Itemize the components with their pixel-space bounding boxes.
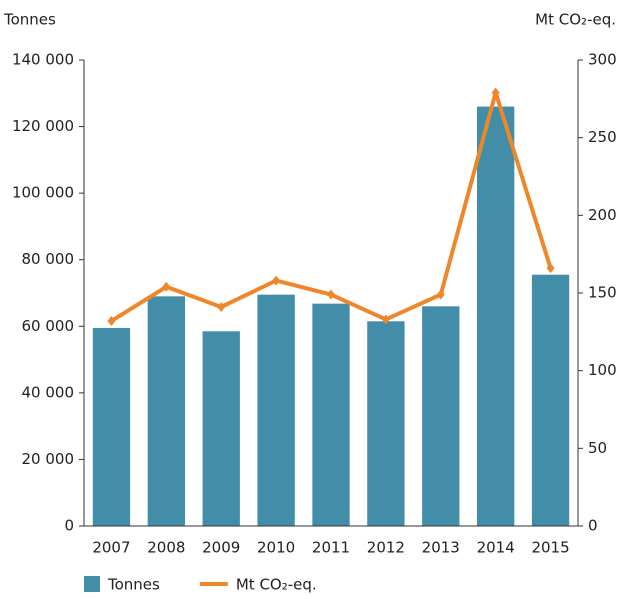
x-tick-label: 2012 (367, 539, 405, 557)
legend-label: Tonnes (107, 576, 160, 594)
line-marker (327, 289, 335, 300)
x-tick-label: 2011 (312, 539, 350, 557)
bar (92, 327, 131, 526)
line-marker (162, 281, 171, 292)
x-tick-label: 2015 (531, 539, 569, 557)
y2-tick-label: 200 (588, 206, 617, 224)
legend-label: Mt CO₂-eq. (236, 576, 317, 594)
y-tick-label: 120 000 (12, 117, 74, 135)
x-tick-label: 2013 (422, 539, 460, 557)
line-marker (217, 301, 226, 312)
x-tick-label: 2009 (202, 539, 240, 557)
line-marker (381, 314, 390, 325)
y2-axis-label: Mt CO₂-eq. (535, 11, 616, 29)
y2-tick-label: 300 (588, 51, 617, 69)
line-marker (546, 263, 555, 274)
y-tick-label: 140 000 (12, 51, 74, 69)
bar (531, 274, 570, 526)
line-marker (272, 275, 281, 286)
y2-tick-label: 100 (588, 361, 617, 379)
y2-tick-label: 0 (588, 517, 598, 535)
bar (202, 331, 240, 526)
y-tick-label: 100 000 (12, 184, 74, 202)
y-axis-label: Tonnes (3, 11, 56, 29)
bar (147, 296, 185, 526)
x-tick-label: 2007 (92, 539, 130, 557)
line-marker (436, 289, 445, 300)
y-tick-label: 80 000 (22, 250, 75, 268)
y2-tick-label: 50 (588, 439, 607, 457)
legend-swatch (84, 576, 100, 592)
bar (257, 294, 295, 526)
y-tick-label: 0 (64, 517, 74, 535)
y-tick-label: 40 000 (22, 383, 75, 401)
y-tick-label: 60 000 (22, 317, 75, 335)
y2-tick-label: 250 (588, 128, 617, 146)
bar (422, 306, 460, 526)
y-tick-label: 20 000 (22, 450, 75, 468)
bar (367, 321, 405, 526)
x-tick-label: 2014 (477, 539, 515, 557)
bar (477, 106, 515, 526)
y2-tick-label: 150 (588, 284, 617, 302)
line-marker (491, 87, 500, 98)
x-tick-label: 2008 (147, 539, 185, 557)
x-tick-label: 2010 (257, 539, 295, 557)
line-marker (107, 315, 116, 326)
bar (312, 303, 350, 526)
